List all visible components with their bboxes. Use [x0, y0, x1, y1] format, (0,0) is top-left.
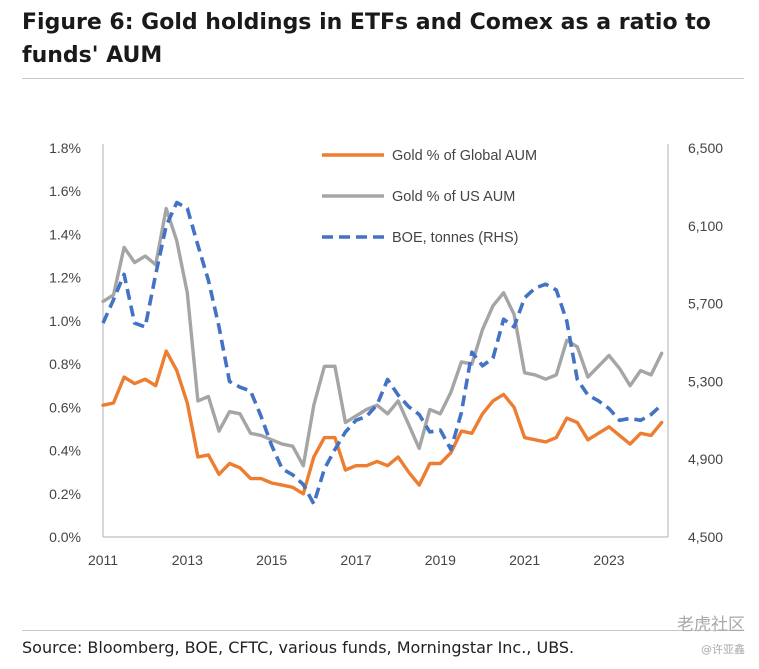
- y-right-tick-label: 4,500: [688, 529, 723, 545]
- watermark: 老虎社区 @许亚鑫: [677, 610, 745, 657]
- y-left-tick-label: 0.6%: [49, 399, 81, 415]
- y-left-tick-label: 1.8%: [49, 140, 81, 156]
- line-chart: 0.0% 0.2% 0.4% 0.6% 0.8% 1.0% 1.2% 1.4% 1.6% 1.8%…: [49, 140, 723, 568]
- y-right-tick-label: 5,700: [688, 296, 723, 312]
- y-left-tick-label: 0.0%: [49, 529, 81, 545]
- y-right-tick-label: 4,900: [688, 451, 723, 467]
- y-right-tick-label: 6,500: [688, 140, 723, 156]
- legend-label-3: BOE, tonnes (RHS): [392, 230, 519, 246]
- y-left-tick-label: 0.4%: [49, 443, 81, 459]
- y-left-tick-label: 1.0%: [49, 313, 81, 329]
- series-line-1: [101, 349, 664, 496]
- source-note: Source: Bloomberg, BOE, CFTC, various fu…: [22, 638, 575, 657]
- y-left-tick-label: 0.8%: [49, 356, 81, 372]
- x-tick-label: 2019: [425, 552, 456, 568]
- x-tick-label: 2017: [340, 552, 371, 568]
- y-left-tick-label: 1.2%: [49, 270, 81, 286]
- legend-label-2: Gold % of US AUM: [392, 189, 515, 205]
- watermark-author: @许亚鑫: [701, 643, 745, 656]
- x-tick-label: 2021: [509, 552, 540, 568]
- y-left-tick-label: 1.4%: [49, 226, 81, 242]
- source-divider: [22, 630, 744, 631]
- figure-title: Figure 6: Gold holdings in ETFs and Come…: [22, 10, 711, 68]
- chart-area: 0.0% 0.2% 0.4% 0.6% 0.8% 1.0% 1.2% 1.4% 1.6% 1.8%…: [0, 80, 759, 630]
- y-right-tick-label: 5,300: [688, 373, 723, 389]
- y-left-tick-label: 1.6%: [49, 183, 81, 199]
- x-tick-label: 2013: [172, 552, 203, 568]
- y-left-tick-label: 0.2%: [49, 486, 81, 502]
- x-tick-label: 2023: [593, 552, 624, 568]
- title-divider: [22, 78, 744, 79]
- x-tick-label: 2015: [256, 552, 287, 568]
- x-tick-label: 2011: [88, 552, 118, 568]
- series-line-3: [101, 200, 663, 506]
- legend-label-1: Gold % of Global AUM: [392, 148, 537, 164]
- watermark-logo-text: 老虎社区: [677, 615, 745, 635]
- y-right-tick-label: 6,100: [688, 218, 723, 234]
- series-line-2: [101, 206, 664, 468]
